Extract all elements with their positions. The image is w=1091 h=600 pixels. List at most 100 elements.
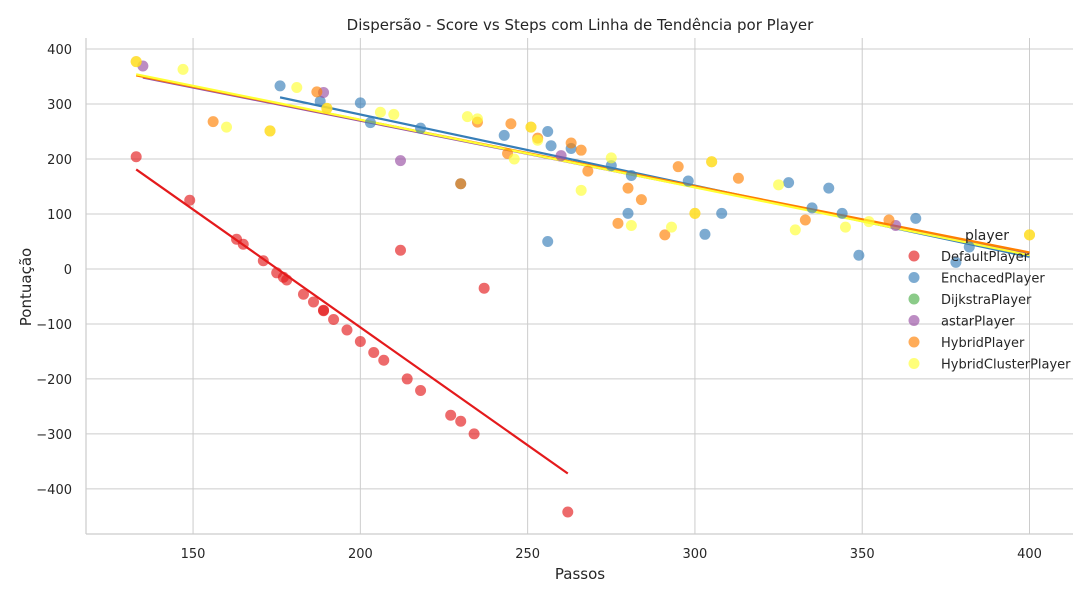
point-enchacedplayer xyxy=(542,235,554,247)
legend-label: HybridPlayer xyxy=(941,336,1025,351)
legend-label: DefaultPlayer xyxy=(941,250,1030,265)
point-defaultplayer xyxy=(297,288,309,300)
point-hybridplayer xyxy=(455,178,467,190)
point-hybridclusterplayer xyxy=(291,81,303,93)
point-defaultplayer xyxy=(415,384,427,396)
point-enchacedplayer xyxy=(605,160,617,172)
point-hybridclusterplayer xyxy=(221,121,233,133)
point-defaultplayer xyxy=(395,244,407,256)
legend: player DefaultPlayer EnchacedPlayer Dijkst… xyxy=(908,228,1071,373)
legend-marker-enchacedplayer xyxy=(908,272,920,283)
legend-label: HybridClusterPlayer xyxy=(941,358,1071,373)
point-enchacedplayer xyxy=(622,207,634,219)
point-hybridclusterplayer xyxy=(508,153,520,165)
point-hybridclusterplayer xyxy=(471,113,483,125)
x-tick-label: 250 xyxy=(515,547,540,562)
point-enchacedplayer xyxy=(950,256,962,268)
point-defaultplayer xyxy=(368,347,380,359)
y-tick-label: 200 xyxy=(47,153,72,168)
point-hybridplayer xyxy=(207,116,219,128)
point-hybridclusterplayer xyxy=(575,184,587,196)
y-tick-label: 100 xyxy=(47,208,72,223)
y-tick-label: −300 xyxy=(36,428,72,443)
legend-marker-hybridclusterplayer xyxy=(908,358,920,369)
point-defaultplayer xyxy=(308,296,320,308)
y-axis-title: Pontuação xyxy=(17,248,35,326)
point-hybridclusterplayer xyxy=(625,220,637,232)
axes: 150 200 250 300 350 400 400 300 200 100 0 −100 −200 −… xyxy=(36,38,1073,562)
point-hybridclusterplayer xyxy=(689,207,701,219)
x-tick-label: 350 xyxy=(850,547,875,562)
trend-line-defaultplayer xyxy=(135,168,569,475)
point-hybridclusterplayer xyxy=(666,221,678,233)
legend-label: astarPlayer xyxy=(941,315,1015,330)
x-tick-label: 200 xyxy=(348,547,373,562)
point-hybridclusterplayer xyxy=(532,134,544,146)
point-hybridclusterplayer xyxy=(863,216,875,228)
point-hybridplayer xyxy=(672,161,684,173)
legend-title: player xyxy=(965,228,1009,244)
x-tick-label: 150 xyxy=(181,547,206,562)
point-hybridclusterplayer xyxy=(264,125,276,137)
point-enchacedplayer xyxy=(354,97,366,109)
y-tick-label: 400 xyxy=(47,43,72,58)
chart-title: Dispersão - Score vs Steps com Linha de … xyxy=(347,16,815,34)
point-defaultplayer xyxy=(378,354,390,366)
grid xyxy=(86,38,1073,534)
point-hybridplayer xyxy=(732,172,744,184)
y-tick-label: 300 xyxy=(47,98,72,113)
point-enchacedplayer xyxy=(415,122,427,134)
legend-marker-astarplayer xyxy=(908,315,920,326)
point-enchacedplayer xyxy=(498,129,510,141)
trend-lines xyxy=(135,73,1030,475)
point-hybridclusterplayer xyxy=(773,179,785,191)
point-enchacedplayer xyxy=(682,175,694,187)
point-hybridclusterplayer xyxy=(388,108,400,120)
x-tick-label: 300 xyxy=(683,547,708,562)
point-hybridclusterplayer xyxy=(839,221,851,233)
point-defaultplayer xyxy=(328,314,340,326)
legend-marker-hybridplayer xyxy=(908,336,920,348)
point-hybridplayer xyxy=(311,86,323,98)
y-tick-label: −400 xyxy=(36,483,72,498)
point-enchacedplayer xyxy=(783,177,795,189)
point-hybridplayer xyxy=(582,165,594,177)
point-enchacedplayer xyxy=(364,117,376,129)
point-hybridplayer xyxy=(622,182,634,194)
point-enchacedplayer xyxy=(836,207,848,219)
x-axis-title: Passos xyxy=(555,565,605,583)
point-hybridplayer xyxy=(659,229,671,241)
point-enchacedplayer xyxy=(853,249,865,261)
y-tick-label: −100 xyxy=(36,318,72,333)
point-defaultplayer xyxy=(401,373,413,385)
point-defaultplayer xyxy=(237,238,249,250)
point-hybridclusterplayer xyxy=(605,152,617,164)
point-defaultplayer xyxy=(478,282,490,294)
x-tick-label: 400 xyxy=(1017,547,1042,562)
point-astarplayer xyxy=(555,150,567,162)
point-enchacedplayer xyxy=(545,140,557,152)
point-hybridclusterplayer xyxy=(1024,229,1036,241)
point-defaultplayer xyxy=(281,274,293,286)
legend-label: DijkstraPlayer xyxy=(941,293,1032,308)
point-defaultplayer xyxy=(354,336,366,348)
point-enchacedplayer xyxy=(806,202,818,214)
trend-line-hybridclusterplayer xyxy=(135,73,1030,257)
legend-marker-dijkstraplayer xyxy=(908,293,920,305)
point-enchacedplayer xyxy=(314,95,326,107)
point-astarplayer xyxy=(395,155,407,167)
point-defaultplayer xyxy=(130,151,142,163)
point-defaultplayer xyxy=(562,506,574,518)
point-enchacedplayer xyxy=(699,228,711,240)
point-defaultplayer xyxy=(257,255,269,267)
point-hybridclusterplayer xyxy=(130,56,142,68)
point-enchacedplayer xyxy=(625,169,637,181)
point-hybridclusterplayer xyxy=(177,63,189,75)
point-hybridplayer xyxy=(505,118,517,130)
data-points xyxy=(130,56,1036,518)
point-defaultplayer xyxy=(455,415,467,427)
point-defaultplayer xyxy=(445,409,457,421)
legend-marker-defaultplayer xyxy=(908,250,920,262)
